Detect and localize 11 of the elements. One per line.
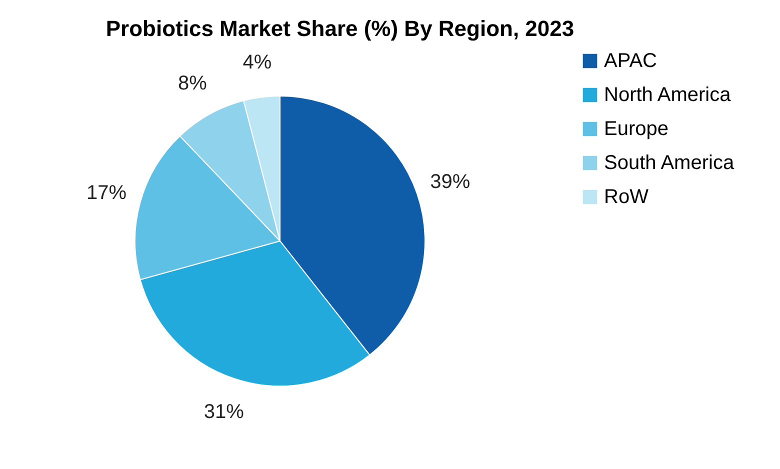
data-label: 39% — [430, 171, 470, 194]
data-label: 31% — [204, 401, 244, 424]
chart-title: Probiotics Market Share (%) By Region, 2023 — [106, 16, 574, 41]
data-label: 17% — [86, 182, 127, 204]
legend-label: South America — [604, 152, 735, 174]
legend-label: North America — [604, 84, 732, 106]
data-label: 4% — [242, 51, 272, 74]
legend-label: RoW — [604, 186, 649, 208]
legend-label: Europe — [604, 118, 668, 140]
legend-label: APAC — [604, 50, 657, 72]
data-label: 8% — [178, 72, 208, 95]
